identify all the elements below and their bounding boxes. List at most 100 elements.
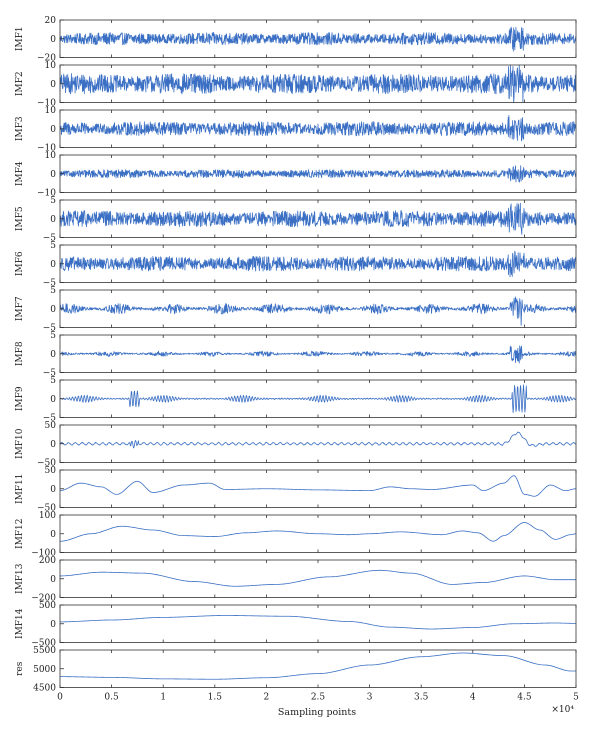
- y-tick-label: 5: [50, 376, 56, 386]
- y-tick-label: 4500: [33, 684, 56, 694]
- panel-imf1: 20 0 −20 IMF1: [15, 16, 577, 64]
- panel-imf5: 5 0 −5 IMF5: [15, 196, 577, 244]
- y-tick-label: 0: [50, 215, 56, 225]
- y-tick-label: 0: [50, 620, 56, 630]
- panel-label: IMF10: [15, 428, 25, 459]
- y-tick-label: 0: [50, 530, 56, 540]
- x-tick-label: 4: [470, 693, 476, 703]
- y-tick-label: 0: [50, 485, 56, 495]
- series-line-imf8: [59, 345, 577, 364]
- x-axis-label: Sampling points: [278, 707, 356, 718]
- panel-label: IMF11: [15, 474, 25, 504]
- y-tick-label: −100: [31, 549, 56, 559]
- x-tick-label: 1.5: [208, 693, 223, 703]
- panel-label: IMF5: [15, 206, 25, 231]
- panels-group: 200−20IMF1100−10IMF2100−10IMF3100−10IMF4…: [15, 16, 577, 694]
- series-line-imf4: [59, 165, 577, 183]
- y-tick-label: 5: [50, 286, 56, 296]
- panel-res: 5500 5000 4500 res: [15, 646, 577, 694]
- y-tick-label: −5: [43, 414, 57, 424]
- y-tick-label: 0: [50, 80, 56, 90]
- panel-imf4: 10 0 −10 IMF4: [15, 151, 577, 199]
- series-line-imf5: [59, 202, 577, 235]
- y-tick-label: 0: [50, 350, 56, 360]
- y-tick-label: 5: [50, 331, 56, 341]
- x-tick-label: 3.5: [414, 693, 429, 703]
- y-tick-label: −5: [43, 234, 57, 244]
- y-tick-label: 100: [39, 511, 56, 521]
- panel-label: IMF2: [15, 71, 25, 96]
- panel-frame: [59, 559, 577, 598]
- series-line-imf12: [59, 522, 577, 542]
- y-tick-label: −5: [43, 324, 57, 334]
- y-tick-label: −5: [43, 279, 57, 289]
- y-tick-label: 10: [45, 151, 57, 161]
- panel-imf7: 5 0 −5 IMF7: [15, 286, 577, 334]
- x-tick-label: 1: [160, 693, 166, 703]
- y-tick-label: −200: [31, 594, 56, 604]
- y-tick-label: 0: [50, 440, 56, 450]
- series-line-imf10: [59, 431, 577, 449]
- x-axis: 0 0.5 1 1.5 2 2.5 3 3.5 4 4.5 5: [57, 693, 579, 703]
- y-tick-label: 0: [50, 395, 56, 405]
- y-tick-label: 0: [50, 170, 56, 180]
- y-tick-label: 0: [50, 305, 56, 315]
- panel-frame: [59, 604, 577, 643]
- panel-imf14: 500 0 −500 IMF14: [15, 601, 577, 649]
- panel-imf3: 10 0 −10 IMF3: [15, 106, 577, 154]
- y-tick-label: 0: [50, 125, 56, 135]
- x-tick-label: 2.5: [311, 693, 326, 703]
- x-tick-label: 0.5: [104, 693, 119, 703]
- panel-label: IMF14: [15, 608, 25, 639]
- x-tick-label: 4.5: [517, 693, 532, 703]
- panel-label: IMF9: [15, 386, 25, 411]
- y-tick-label: −10: [37, 144, 56, 154]
- y-tick-label: 0: [50, 35, 56, 45]
- x-tick-label: 0: [57, 693, 63, 703]
- panel-label: IMF4: [15, 161, 25, 186]
- y-tick-label: −10: [37, 189, 56, 199]
- y-tick-label: 10: [45, 106, 57, 116]
- panel-imf13: 200 0 −200 IMF13: [15, 556, 577, 604]
- panel-imf9: 5 0 −5 IMF9: [15, 376, 577, 424]
- series-line-imf6: [59, 250, 577, 278]
- y-tick-label: −500: [31, 639, 56, 649]
- series-line-res: [60, 652, 576, 680]
- panel-label: IMF7: [15, 296, 25, 321]
- panel-imf11: 50 0 −50 IMF11: [15, 466, 577, 514]
- y-tick-label: −50: [37, 504, 56, 514]
- series-line-imf9: [59, 384, 577, 414]
- series-line-imf13: [59, 569, 576, 587]
- x-tick-label: 3: [367, 693, 373, 703]
- panel-imf8: 5 0 −5 IMF8: [15, 331, 577, 379]
- y-tick-label: 10: [45, 61, 57, 71]
- panel-label: IMF13: [15, 563, 25, 594]
- panel-imf2: 10 0 −10 IMF2: [15, 61, 577, 109]
- panel-label: IMF6: [15, 251, 25, 276]
- y-tick-label: 50: [45, 421, 57, 431]
- y-tick-label: 5: [50, 241, 56, 251]
- series-line-imf1: [59, 26, 577, 52]
- y-tick-label: 500: [39, 601, 56, 611]
- panel-label: IMF12: [15, 519, 25, 549]
- y-tick-label: −5: [43, 369, 57, 379]
- y-tick-label: −50: [37, 459, 56, 469]
- y-tick-label: 0: [50, 260, 56, 270]
- y-tick-label: −20: [37, 54, 56, 64]
- panel-frame: [59, 469, 577, 508]
- panel-label: IMF8: [15, 341, 25, 366]
- series-line-imf2: [59, 64, 577, 103]
- panel-label: IMF1: [15, 26, 25, 51]
- y-tick-label: 200: [39, 556, 56, 566]
- series-line-imf3: [59, 115, 577, 142]
- y-tick-label: 50: [45, 466, 57, 476]
- series-line-imf14: [59, 615, 577, 630]
- panel-imf10: 50 0 −50 IMF10: [15, 421, 577, 469]
- panel-label: IMF3: [15, 116, 25, 141]
- panel-label: res: [15, 661, 25, 676]
- y-tick-label: 0: [50, 575, 56, 585]
- series-line-imf11: [59, 475, 577, 497]
- y-tick-label: 5000: [33, 665, 56, 675]
- y-tick-label: −10: [37, 99, 56, 109]
